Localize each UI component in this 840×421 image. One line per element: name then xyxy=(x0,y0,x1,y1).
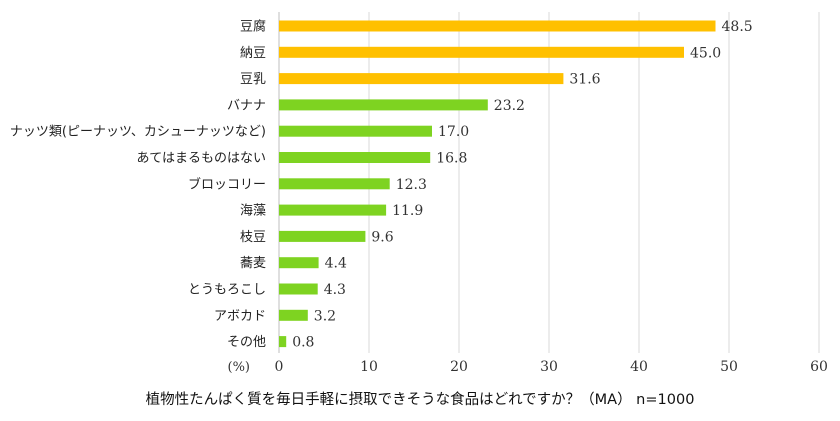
bar xyxy=(279,283,318,295)
bar xyxy=(279,152,431,163)
category-label: 納豆 xyxy=(240,46,266,61)
category-label: 海藻 xyxy=(240,204,266,219)
x-tick-label: 30 xyxy=(540,359,558,375)
x-tick-label: 20 xyxy=(450,359,468,375)
category-label: 枝豆 xyxy=(240,230,266,245)
bar xyxy=(279,257,319,269)
category-label: 蕎麦 xyxy=(240,256,266,271)
bar xyxy=(279,46,684,58)
category-label: バナナ xyxy=(227,98,266,113)
data-label: 9.6 xyxy=(371,229,393,245)
value-labels: 48.545.0 31.6 23.2 17.0 16.8 12.3 11.9 9.6 4.4 4.… xyxy=(292,19,752,351)
x-tick-label: 40 xyxy=(630,359,648,375)
data-label: 31.6 xyxy=(569,72,600,88)
x-axis-title: 植物性たんぱく質を毎日手軽に摂取できそうな食品はどれですか？（MA） n=100… xyxy=(146,390,695,408)
category-label: とうもろこし xyxy=(188,283,266,298)
bar xyxy=(279,99,488,111)
x-tick-label: 0 xyxy=(275,359,284,375)
bar xyxy=(279,125,432,137)
data-label: 16.8 xyxy=(436,151,467,167)
bar xyxy=(279,20,716,32)
unit-label: (%) xyxy=(228,360,251,375)
data-label: 17.0 xyxy=(438,124,469,140)
x-tick-label: 10 xyxy=(360,359,378,375)
bars xyxy=(279,20,716,348)
category-label: あてはまるものはない xyxy=(137,151,266,166)
category-label: 豆腐 xyxy=(240,20,266,35)
category-label: その他 xyxy=(227,335,266,350)
data-label: 48.5 xyxy=(722,19,753,35)
data-label: 0.8 xyxy=(292,335,314,351)
category-label: アボカド xyxy=(214,309,266,324)
x-tick-labels: 0 10 20 30 40 50 60 xyxy=(275,359,828,375)
data-label: 3.2 xyxy=(314,308,336,324)
bar xyxy=(279,230,366,242)
category-label: ナッツ類(ピーナッツ、カシューナッツなど) xyxy=(10,125,266,140)
data-label: 45.0 xyxy=(690,45,721,61)
bar xyxy=(279,309,308,321)
data-label: 4.4 xyxy=(325,256,347,272)
data-label: 23.2 xyxy=(494,98,525,114)
bar xyxy=(279,204,387,216)
gridlines xyxy=(278,12,820,353)
data-label: 12.3 xyxy=(396,177,427,193)
bar xyxy=(279,73,564,85)
bar xyxy=(279,336,287,348)
category-label: 豆乳 xyxy=(240,72,266,87)
x-tick-label: 50 xyxy=(720,359,738,375)
data-label: 4.3 xyxy=(324,282,346,298)
x-tick-label: 60 xyxy=(810,359,828,375)
category-label: ブロッコリー xyxy=(188,176,266,192)
data-label: 11.9 xyxy=(392,203,423,219)
bar xyxy=(279,178,390,190)
